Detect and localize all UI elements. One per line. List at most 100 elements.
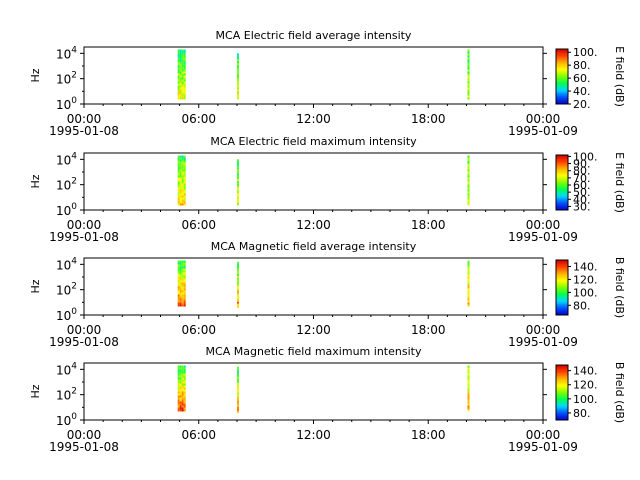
spectrogram-cell xyxy=(177,193,180,196)
spectrogram-cell xyxy=(237,159,239,162)
y-tick-base: 10 xyxy=(56,153,71,167)
spectrogram-cell xyxy=(177,405,180,408)
colorbar-band xyxy=(556,181,568,183)
colorbar-band xyxy=(556,68,568,70)
spectrogram-cell xyxy=(181,95,184,98)
y-tick-label: 104 xyxy=(56,151,77,167)
colorbar-band xyxy=(556,261,568,264)
spectrogram-cell xyxy=(177,409,180,412)
colorbar-band xyxy=(556,282,568,284)
y-tick-label: 102 xyxy=(56,282,77,298)
spectrogram-cell xyxy=(179,300,182,303)
spectrogram-cell xyxy=(177,201,180,204)
spectrogram-cell xyxy=(179,155,182,158)
panels: MCA Electric field average intensity Hz 10… xyxy=(29,29,626,454)
spectrogram-cell xyxy=(183,397,186,400)
colorbar-band xyxy=(556,177,568,179)
spectrogram-cell xyxy=(467,159,470,162)
spectrogram-cell xyxy=(237,91,239,94)
spectrogram-cell xyxy=(181,173,184,176)
spectrogram-cell xyxy=(237,81,239,84)
spectrogram-cell xyxy=(179,389,182,392)
spectrogram-cell xyxy=(177,280,180,283)
spectrogram-cell xyxy=(179,391,182,394)
colorbar-band xyxy=(556,389,568,392)
spectrogram-cell xyxy=(183,53,186,56)
colorbar-band xyxy=(556,175,568,178)
spectrogram-cell xyxy=(183,73,186,76)
spectrogram-cell xyxy=(177,97,180,100)
spectrogram-cell xyxy=(237,400,239,403)
colorbar-band xyxy=(556,399,568,402)
spectrogram-cell xyxy=(237,67,239,70)
colorbar-band xyxy=(556,313,568,316)
colorbar-band xyxy=(556,55,568,58)
spectrogram-cell xyxy=(177,73,180,76)
colorbar-band xyxy=(556,382,568,385)
spectrogram-cell xyxy=(467,371,470,374)
spectrogram-cell xyxy=(177,51,180,54)
spectrogram-cell xyxy=(183,67,186,70)
spectrogram-cell xyxy=(181,286,184,289)
spectrogram-cell xyxy=(181,161,184,164)
spectrogram-cell xyxy=(183,163,186,166)
spectrogram-cell xyxy=(183,383,186,386)
spectrogram-cell xyxy=(237,169,239,172)
spectrogram-cell xyxy=(237,396,239,399)
spectrogram-cell xyxy=(467,163,470,166)
y-tick-label: 104 xyxy=(56,256,77,272)
colorbar-band xyxy=(556,406,568,408)
colorbar-band xyxy=(556,80,568,83)
spectrogram-cell xyxy=(177,395,180,398)
spectrogram-cell xyxy=(179,57,182,60)
spectrogram-cell xyxy=(183,304,186,307)
spectrogram-cell xyxy=(179,63,182,66)
colorbar-band xyxy=(556,301,568,303)
x-tick-date: 1995-01-09 xyxy=(508,335,578,349)
spectrogram-cell xyxy=(467,270,470,273)
spectrogram-cell xyxy=(237,173,239,176)
colorbar-band xyxy=(556,308,568,310)
spectrogram-cell xyxy=(183,75,186,78)
colorbar-tick-label: 100. xyxy=(573,286,598,299)
spectrogram-cell xyxy=(177,203,180,206)
spectrogram-cell xyxy=(183,373,186,376)
spectrogram-cell xyxy=(467,63,470,66)
spectrogram-cells xyxy=(177,155,470,206)
spectrogram-cell xyxy=(183,69,186,72)
spectrogram-cell xyxy=(181,93,184,96)
spectrogram-cell xyxy=(237,301,239,304)
spectrogram-cell xyxy=(179,91,182,94)
spectrogram-cell xyxy=(237,281,239,284)
x-tick-time: 18:00 xyxy=(411,218,446,232)
colorbar-tick-label: 120. xyxy=(573,379,598,392)
colorbar-band xyxy=(556,65,568,68)
spectrogram-cell xyxy=(179,89,182,92)
spectrogram-cell xyxy=(179,282,182,285)
spectrogram-cell xyxy=(183,195,186,198)
colorbar-band xyxy=(556,373,568,375)
spectrogram-cell xyxy=(183,95,186,98)
y-tick-base: 10 xyxy=(56,309,71,323)
colorbar-band xyxy=(556,186,568,189)
spectrogram-cell xyxy=(467,369,470,372)
spectrogram-cell xyxy=(177,274,180,277)
colorbar-band xyxy=(556,365,568,367)
spectrogram-cell xyxy=(237,279,239,282)
spectrogram-cell xyxy=(183,365,186,368)
spectrogram-cell xyxy=(183,407,186,410)
colorbar-band xyxy=(556,415,568,418)
spectrogram-cell xyxy=(181,171,184,174)
colorbar-band xyxy=(556,193,568,196)
y-tick-exponent: 0 xyxy=(71,202,77,212)
spectrogram-cell xyxy=(179,403,182,406)
spectrogram-cell xyxy=(467,385,470,388)
spectrogram-cell xyxy=(237,305,239,308)
spectrogram-cell xyxy=(467,280,470,283)
spectrogram-cell xyxy=(177,383,180,386)
y-tick-label: 100 xyxy=(56,307,77,323)
spectrogram-cell xyxy=(467,292,470,295)
spectrogram-cell xyxy=(467,284,470,287)
spectrogram-cell xyxy=(181,77,184,80)
